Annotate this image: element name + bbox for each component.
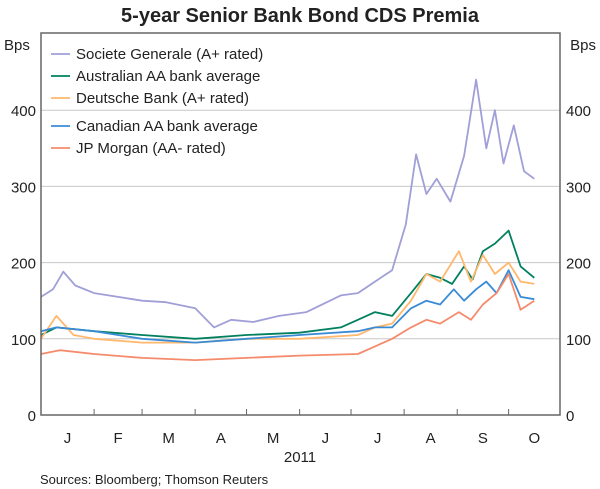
series-line-5 (40, 273, 535, 361)
series-line-1 (40, 78, 535, 329)
chart-title: 5-year Senior Bank Bond CDS Premia (121, 5, 480, 27)
y-tick-label-right: 400 (566, 103, 591, 120)
x-tick-label: J (322, 430, 330, 447)
series-line-4 (40, 269, 535, 344)
x-tick-label: O (528, 430, 540, 447)
x-tick-label: M (162, 430, 175, 447)
x-tick-label: J (64, 430, 72, 447)
legend-entry: Australian AA bank average (76, 68, 260, 85)
y-tick-label-right: 300 (566, 179, 591, 196)
x-tick-label: F (113, 430, 122, 447)
x-tick-label: J (374, 430, 382, 447)
legend-entry: Canadian AA bank average (76, 118, 258, 135)
series-line-2 (40, 229, 535, 340)
x-axis-label: 2011 (284, 449, 316, 466)
y-tick-label-left: 400 (11, 103, 36, 120)
series-line-3 (40, 250, 535, 344)
y-tick-label-right: 0 (566, 408, 574, 425)
source-note: Sources: Bloomberg; Thomson Reuters (40, 472, 269, 487)
y-tick-label-right: 100 (566, 332, 591, 349)
x-tick-label: M (267, 430, 280, 447)
y-tick-label-left: 100 (11, 332, 36, 349)
legend-entry: Societe Generale (A+ rated) (76, 46, 263, 63)
legend-entry: Deutsche Bank (A+ rated) (76, 90, 249, 107)
y-axis-label-right: Bps (570, 37, 596, 54)
x-tick-label: S (478, 430, 488, 447)
y-tick-label-right: 200 (566, 256, 591, 273)
legend-entry: JP Morgan (AA- rated) (76, 140, 226, 157)
plot-frame (40, 32, 561, 416)
x-tick-label: A (216, 430, 226, 447)
y-tick-label-left: 300 (11, 179, 36, 196)
y-axis-label-left: Bps (4, 37, 30, 54)
y-tick-label-left: 200 (11, 256, 36, 273)
y-tick-label-left: 0 (28, 408, 36, 425)
x-tick-label: A (426, 430, 436, 447)
